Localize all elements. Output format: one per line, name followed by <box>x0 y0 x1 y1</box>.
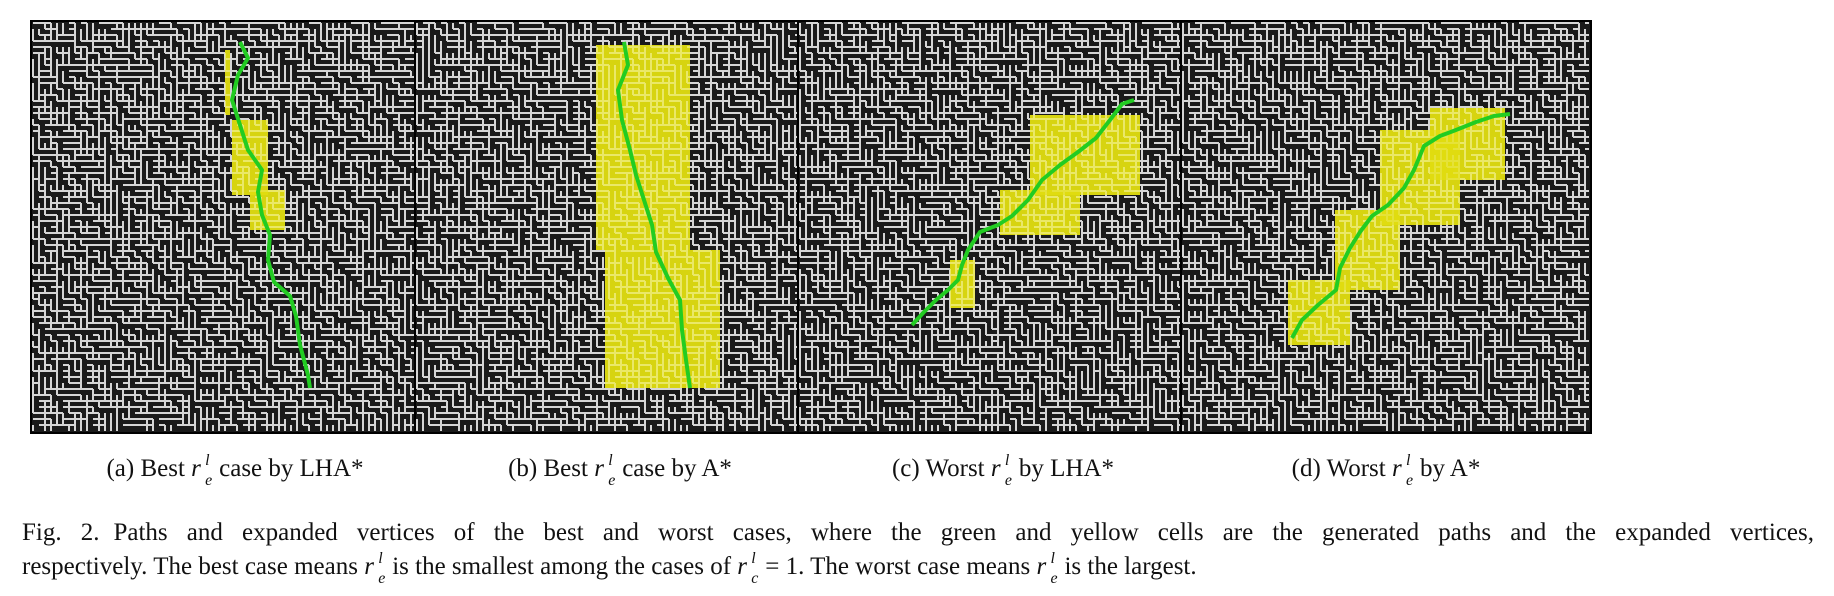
maze-panel-a <box>30 20 442 434</box>
maze-border <box>1180 20 1592 434</box>
subcaption-b-label: (b) <box>508 455 538 482</box>
subcaption-d-prefix: Worst <box>1326 455 1386 482</box>
subcaption-c-label: (c) <box>891 455 920 482</box>
subcaption-c-suffix: by LHA* <box>1018 455 1115 482</box>
solution-path <box>230 41 312 389</box>
maze-b <box>414 20 826 434</box>
maze-d <box>1180 20 1592 434</box>
subcaption-d-label: (d) <box>1291 455 1321 482</box>
caption-text-1: Paths and expanded vertices of the best … <box>113 519 1814 546</box>
maze-panel-c <box>797 20 1209 434</box>
expanded-overlay <box>1030 115 1140 195</box>
maze-a <box>30 20 442 434</box>
expanded-overlay <box>1430 108 1505 180</box>
maze-panel-b <box>414 20 826 434</box>
maze-corridors <box>32 22 439 431</box>
expanded-overlay <box>1288 280 1350 345</box>
maze-c <box>797 20 1209 434</box>
expanded-overlay <box>225 50 230 115</box>
expanded-overlay <box>250 190 285 230</box>
caption-line-1: Fig. 2. Paths and expanded vertices of th… <box>22 516 1814 550</box>
subcaption-d-suffix: by A* <box>1419 455 1481 482</box>
subcaption-b-prefix: Best <box>543 455 588 482</box>
subcaption-a-label: (a) <box>106 455 135 482</box>
subcaption-c-prefix: Worst <box>925 455 985 482</box>
figure-caption: Fig. 2. Paths and expanded vertices of th… <box>22 516 1814 587</box>
figure-label: Fig. 2. <box>22 519 100 546</box>
solution-path <box>1290 112 1511 339</box>
expanded-overlay <box>1000 190 1080 235</box>
expanded-overlay <box>605 250 720 388</box>
subcaption-a-prefix: Best <box>140 455 185 482</box>
subcaption-b-suffix: case by A* <box>622 455 732 482</box>
solution-path <box>910 98 1135 327</box>
maze-panel-d <box>1180 20 1592 434</box>
solution-path <box>616 41 692 389</box>
expanded-overlay <box>596 45 690 250</box>
subcaption-a-suffix: case by LHA* <box>219 455 364 482</box>
expanded-overlay <box>232 120 268 195</box>
